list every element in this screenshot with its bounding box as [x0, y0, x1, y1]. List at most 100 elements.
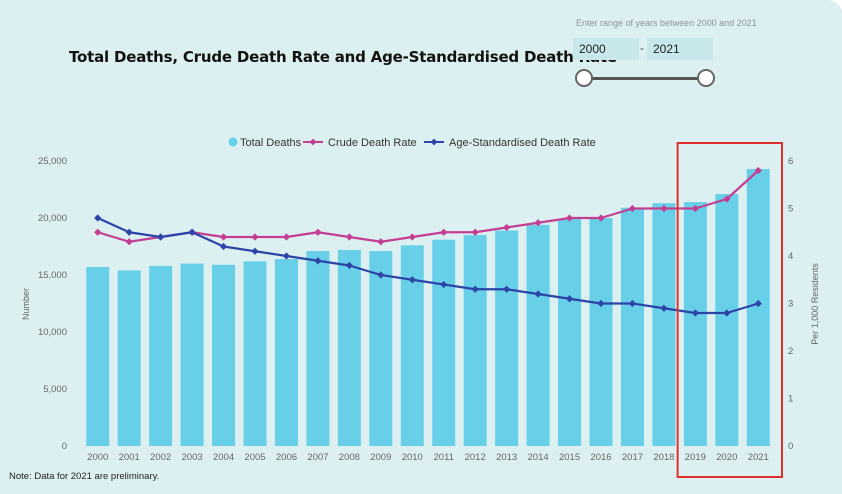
age-standardised-death-rate-line — [97, 216, 759, 315]
x-tick-label: 2008 — [339, 452, 360, 463]
x-tick-label: 2018 — [653, 452, 674, 463]
y-tick-label: 25,000 — [38, 156, 67, 167]
crude-death-rate-point-2018 — [660, 204, 668, 213]
age-standardised-death-rate-point-2014 — [534, 290, 542, 298]
y-tick-label: 10,000 — [38, 327, 67, 338]
age-standardised-death-rate-point-2001 — [125, 228, 133, 236]
x-tick-label: 2006 — [276, 452, 297, 463]
bar-2002 — [149, 265, 173, 446]
age-standardised-death-rate-point-2008 — [345, 261, 353, 270]
bar-2008 — [337, 249, 361, 446]
bar-2020 — [715, 194, 739, 446]
x-tick-label: 2009 — [370, 452, 391, 463]
y2-tick-label: 4 — [788, 251, 793, 262]
crude-death-rate-point-2017 — [628, 204, 637, 213]
legend-label: Total Deaths — [240, 137, 302, 149]
crude-death-rate-point-2000 — [94, 228, 102, 236]
y-tick-label: 15,000 — [38, 270, 67, 281]
legend-label: Age-Standardised Death Rate — [449, 137, 596, 149]
crude-death-rate-point-2019 — [691, 204, 699, 213]
footnote: Note: Data for 2021 are preliminary. — [9, 471, 160, 482]
age-standardised-death-rate-point-2019 — [691, 309, 699, 317]
y2-tick-label: 6 — [788, 156, 793, 167]
crude-death-rate-point-2010 — [408, 233, 416, 241]
crude-death-rate-point-2006 — [282, 233, 291, 241]
bar-2011 — [432, 239, 456, 446]
crude-death-rate-point-2011 — [440, 228, 448, 236]
crude-death-rate-point-2004 — [219, 233, 228, 241]
bar-2003 — [180, 263, 204, 446]
bar-2010 — [400, 245, 424, 446]
age-standardised-death-rate-point-2016 — [597, 299, 605, 308]
y-tick-label: 20,000 — [38, 213, 67, 224]
bar-2001 — [117, 270, 141, 446]
crude-death-rate-point-2016 — [597, 214, 605, 222]
age-standardised-death-rate-point-2021 — [754, 299, 762, 308]
x-tick-label: 2005 — [244, 452, 265, 463]
y2-tick-label: 5 — [788, 204, 793, 215]
slider-start-handle[interactable] — [575, 69, 593, 87]
x-tick-label: 2004 — [213, 452, 234, 463]
bar-2017 — [620, 207, 644, 446]
crude-death-rate-point-2008 — [345, 233, 353, 241]
age-standardised-death-rate-point-2005 — [251, 247, 259, 255]
x-tick-label: 2002 — [150, 452, 171, 463]
x-tick-label: 2020 — [716, 452, 737, 463]
year-range-slider-track[interactable] — [584, 77, 706, 80]
age-standardised-death-rate-point-2017 — [628, 299, 637, 308]
crude-death-rate-point-2013 — [503, 223, 511, 232]
bar-2013 — [495, 230, 519, 446]
y-tick-label: 0 — [62, 441, 67, 452]
age-standardised-death-rate-point-2004 — [219, 242, 228, 251]
x-tick-label: 2015 — [559, 452, 580, 463]
year-range-label: Enter range of years between 2000 and 20… — [576, 18, 757, 28]
x-tick-label: 2000 — [87, 452, 108, 463]
age-standardised-death-rate-point-2006 — [282, 252, 291, 260]
age-standardised-death-rate-point-2000 — [94, 214, 102, 222]
bar-2014 — [526, 224, 550, 446]
x-tick-label: 2013 — [496, 452, 517, 463]
x-tick-label: 2003 — [182, 452, 203, 463]
y-axis-title: Number — [21, 288, 31, 320]
age-standardised-death-rate-point-2007 — [314, 257, 322, 265]
bar-2005 — [243, 261, 267, 446]
age-standardised-death-rate-point-2018 — [660, 304, 668, 312]
crude-death-rate-point-2009 — [377, 238, 385, 246]
age-standardised-death-rate-point-2011 — [440, 280, 448, 289]
age-standardised-death-rate-point-2012 — [471, 285, 479, 293]
crude-death-rate-point-2015 — [565, 214, 574, 222]
slider-end-handle[interactable] — [697, 69, 715, 87]
age-standardised-death-rate-point-2009 — [377, 271, 385, 279]
y-tick-label: 5,000 — [43, 384, 67, 395]
end-year-input[interactable] — [647, 38, 713, 60]
crude-death-rate-line — [97, 169, 760, 243]
bar-2009 — [369, 251, 393, 446]
crude-death-rate-point-2012 — [471, 228, 479, 236]
x-tick-label: 2001 — [119, 452, 140, 463]
age-standardised-death-rate-point-2013 — [503, 285, 511, 293]
legend-diamond-marker — [309, 138, 317, 146]
age-standardised-death-rate-point-2010 — [408, 276, 416, 284]
crude-death-rate-point-2001 — [125, 238, 133, 246]
age-standardised-death-rate-point-2020 — [723, 309, 731, 317]
bar-2016 — [589, 218, 613, 446]
x-tick-label: 2011 — [434, 452, 454, 463]
x-tick-label: 2007 — [307, 452, 328, 463]
x-tick-label: 2019 — [685, 452, 706, 463]
range-separator: - — [640, 41, 644, 55]
y2-tick-label: 3 — [788, 299, 793, 310]
highlight-box — [676, 142, 783, 478]
bar-2018 — [652, 203, 676, 446]
y2-tick-label: 2 — [788, 346, 793, 357]
start-year-input[interactable] — [573, 38, 639, 60]
bar-2004 — [212, 264, 236, 446]
x-tick-label: 2010 — [402, 452, 423, 463]
age-standardised-death-rate-point-2002 — [157, 233, 165, 241]
crude-death-rate-point-2005 — [251, 233, 259, 241]
bar-2006 — [274, 259, 298, 446]
age-standardised-death-rate-point-2015 — [565, 295, 574, 303]
crude-death-rate-point-2014 — [534, 219, 542, 227]
y2-tick-label: 0 — [788, 441, 793, 452]
bar-2019 — [683, 202, 707, 446]
